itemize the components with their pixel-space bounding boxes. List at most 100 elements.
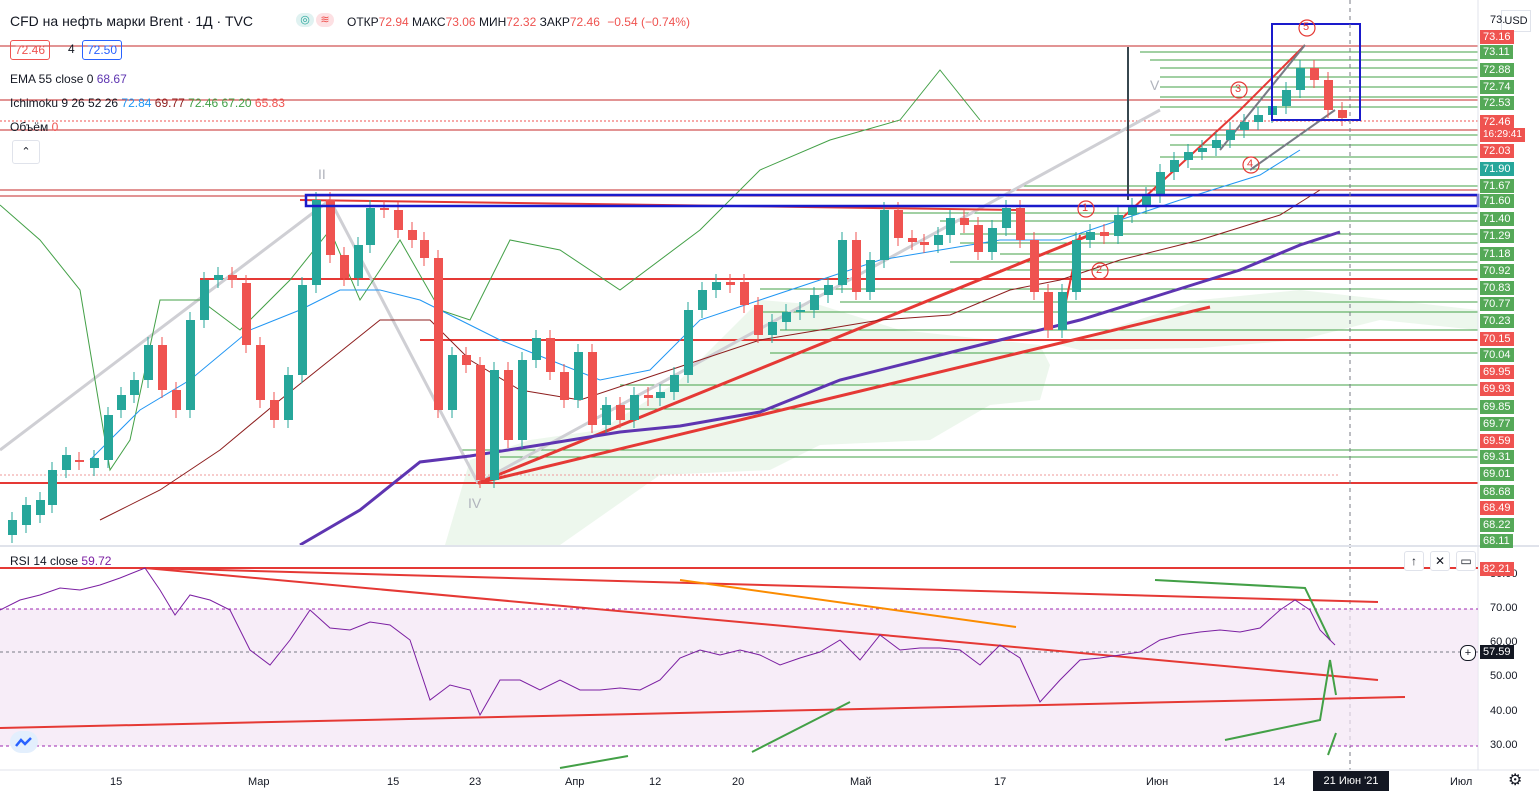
candle-body: [1142, 195, 1151, 206]
price-tag-73-16: 73.16: [1480, 30, 1514, 44]
candle-body: [838, 240, 847, 285]
candle-body: [656, 392, 665, 398]
candle-body: [90, 458, 99, 468]
chevron-up-icon[interactable]: ⌃: [12, 140, 40, 164]
currency-button[interactable]: USD: [1501, 10, 1531, 32]
candle-body: [712, 282, 721, 290]
market-status-icon[interactable]: ◎: [296, 13, 314, 27]
time-axis-label: 15: [387, 776, 400, 788]
candle-body: [616, 405, 625, 420]
price-axis-label: 71.67: [1480, 179, 1514, 193]
price-axis-label: 70.83: [1480, 281, 1514, 295]
candle-body: [504, 370, 513, 440]
bid-price[interactable]: 72.46: [10, 40, 51, 60]
ohlc-low-label: МИН: [478, 15, 507, 29]
rsi-value: 59.72: [81, 554, 112, 568]
add-plus-icon[interactable]: +: [1460, 645, 1476, 661]
volume-name: Объём: [10, 120, 49, 134]
candle-body: [546, 338, 555, 372]
price-axis-label: 68.68: [1480, 485, 1514, 499]
price-axis-label: 72.74: [1480, 80, 1514, 94]
candle-body: [48, 470, 57, 505]
arrow-up-icon[interactable]: ↑: [1404, 551, 1424, 571]
candle-body: [1072, 240, 1081, 292]
price-axis-label: 72.03: [1480, 144, 1514, 158]
ohlc-open-label: ОТКР: [347, 15, 379, 29]
symbol-title[interactable]: CFD на нефть марки Brent · 1Д · TVC: [10, 13, 254, 29]
volume-value: 0: [51, 120, 59, 134]
candle-body: [130, 380, 139, 395]
candle-body: [644, 395, 653, 398]
maximize-icon[interactable]: ▭: [1456, 551, 1476, 571]
candle-body: [1044, 292, 1053, 330]
candle-body: [340, 255, 349, 278]
candle-body: [270, 400, 279, 420]
price-axis-label: 68.22: [1480, 518, 1514, 532]
price-axis-label: 72.53: [1480, 96, 1514, 110]
time-axis-label: 14: [1273, 776, 1286, 788]
price-axis-label: 71.18: [1480, 247, 1514, 261]
candle-body: [62, 455, 71, 470]
candle-body: [768, 322, 777, 335]
candle-body: [740, 282, 749, 305]
wave-label-roman-5: V: [1150, 77, 1160, 93]
price-axis-label: 70.77: [1480, 297, 1514, 311]
ichimoku-lagging-value: 72.46: [188, 96, 219, 110]
ohlc-low-value: 72.32: [506, 15, 537, 29]
candle-body: [1338, 110, 1347, 118]
wave-label-circled-5: 5: [1303, 21, 1310, 33]
ichimoku-span-a-value: 67.20: [221, 96, 252, 110]
candle-body: [256, 345, 265, 400]
candle-body: [36, 500, 45, 515]
price-axis-label: 68.49: [1480, 501, 1514, 515]
ask-price[interactable]: 72.50: [82, 40, 123, 60]
tradingview-logo-icon[interactable]: [10, 731, 38, 753]
candle-body: [518, 360, 527, 440]
rsi-tag-cursor: 57.59: [1480, 645, 1514, 659]
close-icon[interactable]: ✕: [1430, 551, 1450, 571]
gear-icon[interactable]: ⚙: [1508, 772, 1523, 789]
price-axis-label: 69.95: [1480, 365, 1514, 379]
ichimoku-base-value: 69.77: [154, 96, 185, 110]
ohlc-open-value: 72.94: [378, 15, 409, 29]
candle-body: [394, 210, 403, 230]
volume-legend[interactable]: Объём 0: [10, 120, 58, 134]
legend-status-icons: ◎ ≋: [296, 13, 336, 27]
candle-body: [228, 275, 237, 280]
candle-body: [298, 285, 307, 375]
candle-body: [8, 520, 17, 535]
candle-body: [602, 405, 611, 425]
price-axis-label: 70.04: [1480, 348, 1514, 362]
candle-body: [684, 310, 693, 375]
candle-body: [588, 352, 597, 425]
candle-body: [1296, 68, 1305, 90]
candle-body: [312, 200, 321, 285]
candle-body: [698, 290, 707, 310]
current-price-tag: 72.46: [1480, 115, 1514, 129]
candle-body: [574, 352, 583, 400]
candle-body: [1240, 122, 1249, 130]
data-status-icon[interactable]: ≋: [316, 13, 334, 27]
rsi-name: RSI 14 close: [10, 554, 79, 568]
ema-legend[interactable]: EMA 55 close 0 68.67: [10, 72, 127, 86]
ohlc-values: ОТКР72.94 МАКС73.06 МИН72.32 ЗАКР72.46 −…: [347, 15, 690, 29]
candle-body: [490, 370, 499, 480]
wave-label-circled-2: 2: [1096, 264, 1103, 276]
rsi-legend[interactable]: RSI 14 close 59.72: [10, 554, 111, 568]
spread-value: 4: [68, 42, 75, 56]
candle-body: [1282, 90, 1291, 106]
ichimoku-legend[interactable]: Ichimoku 9 26 52 26 72.84 69.77 72.46 67…: [10, 96, 285, 110]
price-axis-label: 69.31: [1480, 450, 1514, 464]
ohlc-close-label: ЗАКР: [539, 15, 570, 29]
candle-body: [214, 275, 223, 280]
candle-body: [988, 228, 997, 252]
candle-body: [946, 218, 955, 235]
time-axis-label: 20: [732, 776, 745, 788]
candle-body: [1114, 215, 1123, 236]
candle-body: [242, 283, 251, 345]
time-axis-label: Мар: [248, 776, 270, 788]
candle-body: [726, 282, 735, 285]
candle-body: [380, 208, 389, 210]
wave-label-roman-4: IV: [468, 495, 482, 511]
